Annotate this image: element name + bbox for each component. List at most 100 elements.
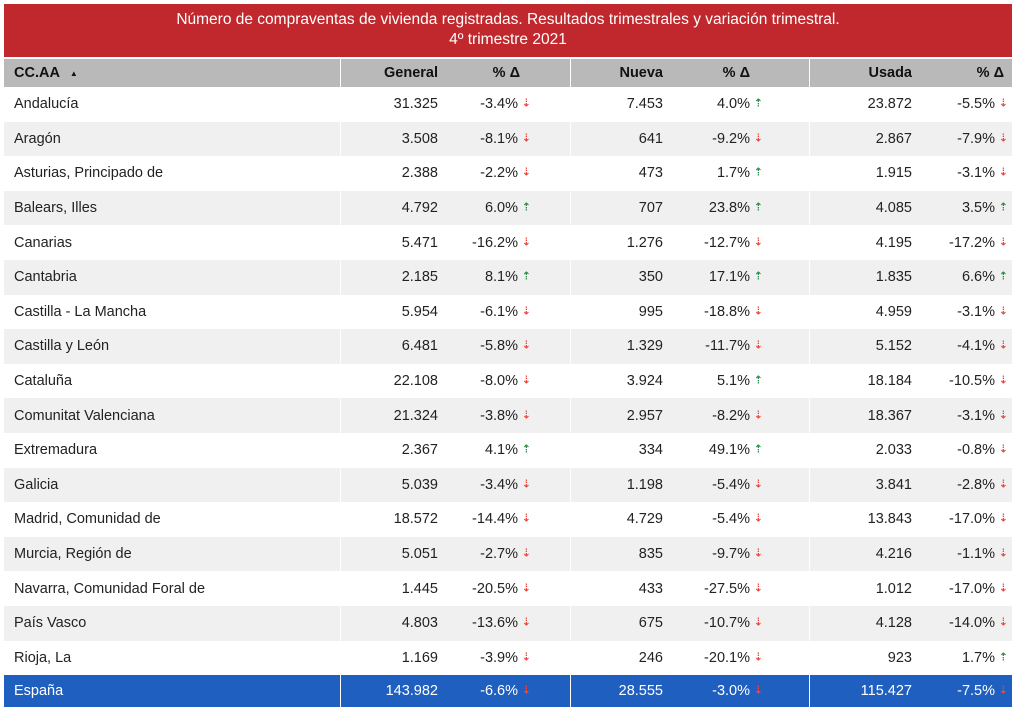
- column-header-general-label: General: [384, 65, 438, 81]
- pct-change-value: 4.0%: [716, 96, 750, 113]
- pct-change-wrap: -3.0% ⇣: [712, 683, 763, 699]
- arrow-up-icon: ⇡: [753, 374, 763, 387]
- table-row: Murcia, Región de 5.051 -2.7% ⇣ 835 -9.7% ⇣ 4.2…: [4, 536, 1012, 572]
- pct-change-cell: -20.1% ⇣: [666, 640, 810, 676]
- pct-change-cell: 6.6% ⇡: [918, 260, 1012, 295]
- pct-change-cell: -6.6% ⇣: [441, 675, 571, 708]
- column-header-nueva-pct[interactable]: % Δ: [666, 59, 810, 87]
- pct-change-wrap: -13.6% ⇣: [472, 615, 531, 631]
- column-header-general-pct[interactable]: % Δ: [441, 59, 571, 87]
- pct-change-cell: 49.1% ⇡: [666, 432, 810, 468]
- pct-change-value: 23.8%: [708, 200, 750, 217]
- pct-change-cell: -3.1% ⇣: [918, 295, 1012, 330]
- pct-change-value: 1.7%: [716, 165, 750, 182]
- usada-value: 1.915: [875, 165, 912, 182]
- table-row: Rioja, La 1.169 -3.9% ⇣ 246 -20.1% ⇣ 923 1.7% ⇡: [4, 640, 1012, 676]
- table-row: Canarias 5.471 -16.2% ⇣ 1.276 -12.7% ⇣ 4.195 -17…: [4, 225, 1012, 260]
- pct-change-value: -9.2%: [712, 130, 750, 147]
- pct-change-wrap: -10.5% ⇣: [949, 373, 1008, 389]
- pct-change-value: 4.1%: [484, 442, 518, 459]
- pct-change-wrap: -7.9% ⇣: [957, 131, 1008, 147]
- region-name: Extremadura: [4, 432, 341, 468]
- general-value: 1.169: [401, 649, 438, 666]
- pct-change-wrap: 6.6% ⇡: [962, 269, 1008, 285]
- nueva-value: 707: [638, 200, 663, 217]
- pct-change-wrap: -0.8% ⇣: [957, 442, 1008, 458]
- pct-change-value: -9.7%: [712, 546, 750, 563]
- pct-change-value: -8.0%: [480, 373, 518, 390]
- pct-change-value: -3.1%: [957, 407, 995, 424]
- arrow-down-icon: ⇣: [998, 547, 1008, 560]
- usada-value: 4.128: [875, 615, 912, 632]
- pct-change-wrap: -3.1% ⇣: [957, 303, 1008, 320]
- arrow-up-icon: ⇡: [521, 201, 531, 214]
- pct-change-value: -17.0%: [949, 580, 995, 597]
- column-header-nueva-label: Nueva: [619, 65, 663, 81]
- pct-change-cell: -0.8% ⇣: [918, 433, 1012, 468]
- pct-change-wrap: 17.1% ⇡: [708, 269, 763, 286]
- table-row: Asturias, Principado de 2.388 -2.2% ⇣ 473 1.7…: [4, 156, 1012, 191]
- pct-change-value: -5.4%: [712, 476, 750, 493]
- arrow-down-icon: ⇣: [753, 339, 763, 352]
- pct-change-wrap: -8.0% ⇣: [480, 373, 531, 390]
- region-name: Asturias, Principado de: [4, 156, 341, 191]
- column-header-usada[interactable]: Usada: [810, 59, 918, 87]
- arrow-down-icon: ⇣: [998, 443, 1008, 456]
- table-row: Castilla - La Mancha 5.954 -6.1% ⇣ 995 -18.8%…: [4, 294, 1012, 330]
- pct-change-wrap: -9.7% ⇣: [712, 546, 763, 563]
- pct-change-cell: -8.1% ⇣: [441, 121, 571, 157]
- general-value: 4.792: [401, 200, 438, 217]
- arrow-down-icon: ⇣: [998, 684, 1008, 697]
- pct-change-cell: -3.4% ⇣: [441, 467, 571, 503]
- pct-change-wrap: 8.1% ⇡: [485, 269, 531, 285]
- nueva-value: 641: [638, 130, 663, 147]
- table-row: Cantabria 2.185 8.1% ⇡ 350 17.1% ⇡ 1.835 6.6% ⇡: [4, 259, 1012, 295]
- pct-change-wrap: 1.7% ⇡: [716, 165, 763, 182]
- pct-change-wrap: -5.8% ⇣: [480, 338, 531, 354]
- general-value: 2.367: [401, 442, 438, 459]
- pct-change-wrap: -7.5% ⇣: [957, 683, 1008, 700]
- pct-change-cell: -7.9% ⇣: [918, 122, 1012, 157]
- arrow-down-icon: ⇣: [998, 339, 1008, 352]
- pct-change-value: -14.0%: [949, 615, 995, 632]
- pct-change-wrap: -20.1% ⇣: [704, 650, 763, 666]
- nueva-value: 433: [638, 580, 663, 597]
- column-header-nueva[interactable]: Nueva: [571, 59, 666, 87]
- table-row: País Vasco 4.803 -13.6% ⇣ 675 -10.7% ⇣ 4.128 -14…: [4, 605, 1012, 641]
- general-value: 2.185: [401, 269, 438, 286]
- pct-change-value: -2.7%: [480, 546, 518, 563]
- pct-change-cell: -4.1% ⇣: [918, 329, 1012, 364]
- pct-change-value: 17.1%: [708, 269, 750, 286]
- pct-change-cell: -8.0% ⇣: [441, 363, 571, 399]
- pct-change-wrap: 4.0% ⇡: [716, 96, 763, 113]
- sort-ascending-icon[interactable]: ▲: [69, 68, 78, 78]
- total-row: España 143.982 -6.6% ⇣ 28.555 -3.0% ⇣ 115.427 -7…: [4, 675, 1012, 708]
- region-name: España: [4, 675, 341, 708]
- column-header-usada-pct[interactable]: % Δ: [918, 59, 1012, 87]
- pct-change-value: -17.0%: [949, 511, 995, 528]
- column-header-general[interactable]: General: [341, 59, 441, 87]
- nueva-value: 350: [638, 269, 663, 286]
- pct-change-value: -7.5%: [957, 683, 995, 700]
- region-name: Cantabria: [4, 259, 341, 295]
- pct-change-value: -1.1%: [957, 546, 995, 563]
- pct-change-value: -3.1%: [957, 303, 995, 320]
- pct-change-cell: -2.8% ⇣: [918, 468, 1012, 503]
- arrow-down-icon: ⇣: [753, 651, 763, 664]
- general-value: 31.325: [393, 96, 438, 113]
- pct-change-value: 1.7%: [961, 649, 995, 666]
- pct-change-wrap: -12.7% ⇣: [704, 235, 763, 251]
- arrow-down-icon: ⇣: [521, 374, 531, 387]
- region-name: Andalucía: [4, 87, 341, 122]
- general-value: 22.108: [393, 373, 438, 390]
- pct-change-cell: -3.0% ⇣: [666, 675, 810, 708]
- arrow-down-icon: ⇣: [998, 97, 1008, 110]
- region-name: Canarias: [4, 225, 341, 260]
- pct-change-value: -2.2%: [480, 165, 518, 182]
- pct-change-cell: -3.9% ⇣: [441, 640, 571, 676]
- column-header-region[interactable]: CC.AA ▲: [4, 59, 341, 87]
- pct-change-cell: 1.7% ⇡: [918, 641, 1012, 676]
- pct-change-wrap: 5.1% ⇡: [717, 373, 763, 389]
- pct-change-wrap: 49.1% ⇡: [709, 442, 763, 458]
- pct-change-value: -8.1%: [480, 130, 518, 147]
